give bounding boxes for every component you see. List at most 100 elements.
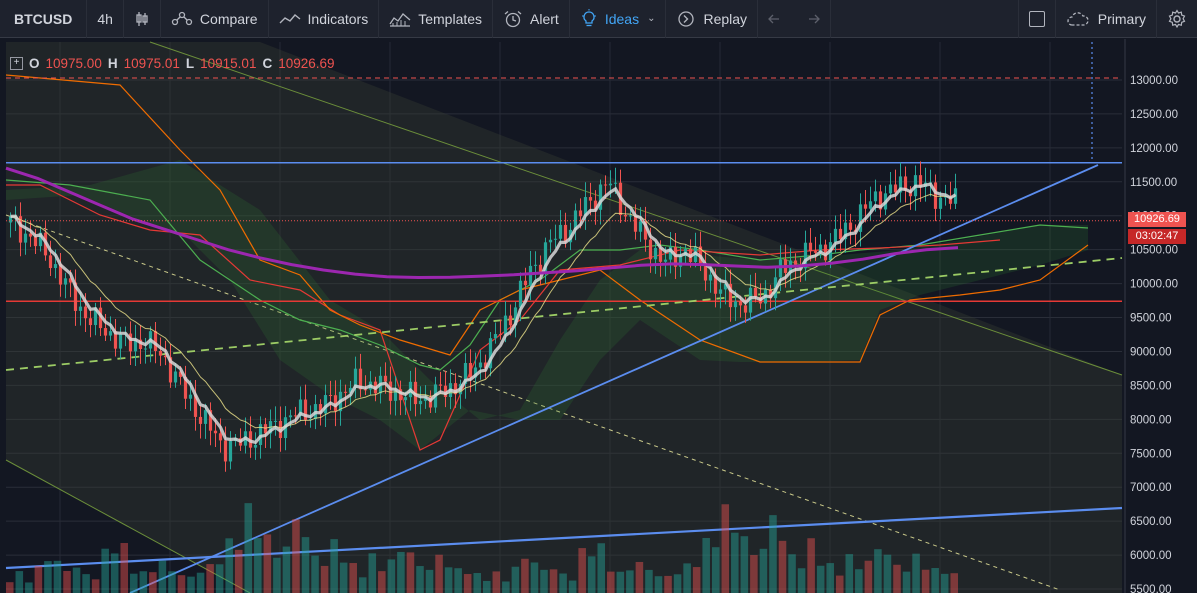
candle-body xyxy=(229,441,232,461)
volume-bar xyxy=(817,566,825,593)
candle-body xyxy=(709,275,712,281)
gear-icon xyxy=(1167,9,1187,29)
volume-bar xyxy=(846,554,854,593)
candle-body xyxy=(559,225,562,239)
volume-bar xyxy=(807,538,815,593)
candle-body xyxy=(809,243,812,251)
volume-bar xyxy=(836,576,844,593)
redo-button[interactable] xyxy=(794,0,831,38)
volume-bar xyxy=(206,564,214,593)
settings-button[interactable] xyxy=(1157,0,1197,38)
candle-body xyxy=(754,288,757,297)
price-axis-tick-label: 9500.00 xyxy=(1130,313,1172,325)
collapse-plus-icon[interactable]: + xyxy=(10,57,23,70)
candle-body xyxy=(814,251,817,253)
candle-body xyxy=(159,351,162,356)
volume-bar xyxy=(788,554,796,593)
volume-bar xyxy=(636,562,644,593)
layout-button[interactable]: Primary xyxy=(1056,0,1157,38)
price-axis-tick-label: 7500.00 xyxy=(1130,448,1172,460)
price-axis-tick-label: 12500.00 xyxy=(1130,109,1178,121)
top-toolbar: BTCUSD 4h Compare Indicators Templates A… xyxy=(0,0,1197,38)
volume-bar xyxy=(159,561,167,593)
compare-button[interactable]: Compare xyxy=(161,0,269,38)
candle-body xyxy=(794,260,797,264)
candle-body xyxy=(579,210,582,216)
volume-bar xyxy=(731,533,739,593)
price-axis-tick-label: 6000.00 xyxy=(1130,550,1172,562)
price-axis-tick-label: 8500.00 xyxy=(1130,380,1172,392)
volume-bar xyxy=(435,555,443,593)
volume-bar xyxy=(25,582,33,593)
volume-bar xyxy=(893,565,901,593)
candle-body xyxy=(64,278,67,284)
undo-button[interactable] xyxy=(758,0,794,38)
candle-body xyxy=(744,305,747,312)
candle-body xyxy=(479,363,482,368)
candle-body xyxy=(54,264,57,268)
volume-bar xyxy=(302,537,310,593)
volume-bar xyxy=(750,555,758,593)
volume-bar xyxy=(741,536,749,593)
templates-button[interactable]: Templates xyxy=(379,0,493,38)
volume-bar xyxy=(559,574,567,593)
templates-icon xyxy=(389,11,411,27)
layout-label: Primary xyxy=(1098,11,1146,27)
volume-bar xyxy=(826,563,834,593)
candle-body xyxy=(639,221,642,231)
volume-bar xyxy=(502,581,510,593)
volume-bar xyxy=(225,538,233,593)
volume-bar xyxy=(292,519,300,593)
replay-button[interactable]: Replay xyxy=(666,0,758,38)
volume-bar xyxy=(416,566,424,593)
candle-body xyxy=(274,421,277,422)
volume-bar xyxy=(245,503,253,593)
chart-area[interactable]: 13000.0012500.0012000.0011500.0011000.00… xyxy=(0,39,1197,593)
symbol-search-button[interactable]: BTCUSD xyxy=(0,0,87,38)
ideas-button[interactable]: Ideas ⌄ xyxy=(570,0,667,38)
volume-bar xyxy=(6,582,14,593)
volume-bar xyxy=(922,570,930,593)
candle-body xyxy=(609,184,612,186)
volume-bar xyxy=(722,504,730,593)
low-value: 10915.01 xyxy=(200,56,256,71)
volume-bar xyxy=(693,567,701,593)
volume-bar xyxy=(369,553,377,593)
candle-body xyxy=(199,417,202,424)
interval-label: 4h xyxy=(97,11,113,27)
price-chart[interactable]: 13000.0012500.0012000.0011500.0011000.00… xyxy=(0,39,1197,593)
volume-bar xyxy=(617,572,625,593)
candle-body xyxy=(654,248,657,259)
volume-bar xyxy=(941,574,949,593)
candle-body xyxy=(649,240,652,260)
volume-bar xyxy=(321,566,329,593)
candle-body xyxy=(499,334,502,335)
candle-body xyxy=(734,301,737,307)
fullscreen-button[interactable] xyxy=(1018,0,1056,38)
candle-body xyxy=(869,201,872,208)
candle-body xyxy=(469,363,472,378)
symbol-label: BTCUSD xyxy=(14,11,72,27)
indicators-button[interactable]: Indicators xyxy=(269,0,380,38)
volume-bar xyxy=(540,570,548,593)
candle-body xyxy=(939,198,942,209)
price-axis-tick-label: 10500.00 xyxy=(1130,245,1178,257)
volume-bar xyxy=(254,538,262,593)
candle-body xyxy=(144,349,147,350)
volume-bar xyxy=(149,572,157,593)
volume-bar xyxy=(349,563,357,593)
candle-body xyxy=(174,371,177,382)
candle-body xyxy=(119,334,122,349)
candle-body xyxy=(834,229,837,242)
chart-style-button[interactable] xyxy=(124,0,161,38)
close-label: C xyxy=(262,56,272,71)
volume-bar xyxy=(512,567,520,593)
volume-bar xyxy=(130,574,138,593)
candle-body xyxy=(264,424,267,433)
candle-body xyxy=(439,384,442,385)
volume-bar xyxy=(111,553,119,593)
alert-button[interactable]: Alert xyxy=(493,0,570,38)
volume-bar xyxy=(283,547,291,593)
interval-button[interactable]: 4h xyxy=(87,0,124,38)
compare-icon xyxy=(171,11,193,27)
